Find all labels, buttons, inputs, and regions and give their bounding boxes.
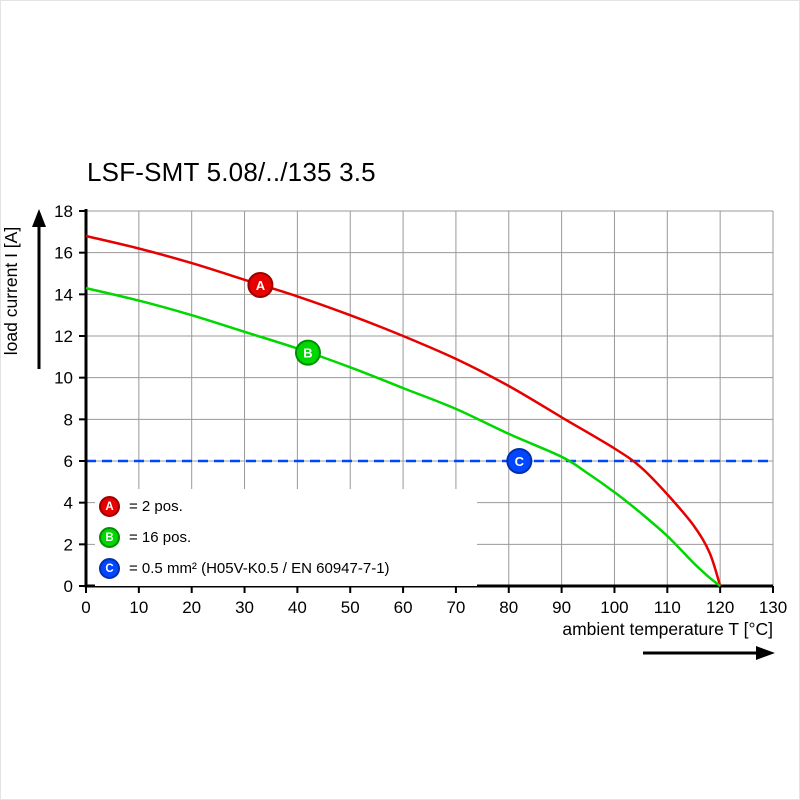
legend-item-c: C = 0.5 mm² (H05V-K0.5 / EN 60947-7-1) <box>99 553 473 584</box>
legend-marker-c-icon: C <box>99 558 120 579</box>
x-tick-label: 20 <box>182 598 201 617</box>
y-tick-label: 14 <box>54 285 73 304</box>
x-axis-label: ambient temperature T [°C] <box>562 619 773 639</box>
x-tick-label: 60 <box>394 598 413 617</box>
y-axis-arrow <box>32 209 46 369</box>
marker-letter: C <box>515 454 525 469</box>
y-axis-label: load current I [A] <box>1 227 21 355</box>
legend: A = 2 pos. B = 16 pos. C = 0.5 mm² (H05V… <box>95 489 477 586</box>
curves <box>85 234 722 587</box>
x-axis-arrow <box>643 646 775 660</box>
x-tick-label: 0 <box>81 598 90 617</box>
curve-b <box>85 286 721 587</box>
x-tick-label: 120 <box>706 598 734 617</box>
marker-letter: B <box>303 346 312 361</box>
y-tick-label: 10 <box>54 369 73 388</box>
legend-item-b: B = 16 pos. <box>99 522 473 553</box>
marker-b-icon <box>294 339 321 366</box>
legend-label-a: = 2 pos. <box>129 498 183 515</box>
y-tick-label: 12 <box>54 327 73 346</box>
x-tick-label: 80 <box>499 598 518 617</box>
y-tick-label: 6 <box>64 452 73 471</box>
x-tick-label: 40 <box>288 598 307 617</box>
legend-marker-a-icon: A <box>99 496 120 517</box>
y-tick-label: 18 <box>54 202 73 221</box>
axes <box>79 209 774 593</box>
tick-labels: 0 10 20 30 40 50 60 70 80 90 100 110 120 130 0 2 4 6 8 10 12… <box>54 202 787 617</box>
x-tick-label: 110 <box>654 598 681 617</box>
x-tick-label: 100 <box>600 598 628 617</box>
legend-marker-b-icon: B <box>99 527 120 548</box>
x-tick-label: 30 <box>235 598 254 617</box>
legend-label-c: = 0.5 mm² (H05V-K0.5 / EN 60947-7-1) <box>129 560 390 577</box>
chart-title: LSF-SMT 5.08/../135 3.5 <box>87 157 376 187</box>
y-tick-label: 16 <box>54 244 73 263</box>
x-tick-label: 130 <box>759 598 787 617</box>
x-tick-label: 50 <box>341 598 360 617</box>
y-tick-label: 2 <box>64 535 73 554</box>
x-tick-label: 70 <box>446 598 465 617</box>
marker-a-icon <box>247 271 274 298</box>
y-tick-label: 4 <box>64 494 73 513</box>
marker-letter: A <box>256 278 266 293</box>
x-tick-label: 10 <box>129 598 148 617</box>
legend-label-b: = 16 pos. <box>129 529 192 546</box>
curve-markers: A B C <box>247 271 533 474</box>
marker-c-icon <box>506 448 533 474</box>
curve-a <box>85 234 722 587</box>
y-tick-label: 0 <box>64 577 73 596</box>
legend-item-a: A = 2 pos. <box>99 491 473 522</box>
y-tick-label: 8 <box>64 410 73 429</box>
x-tick-label: 90 <box>552 598 571 617</box>
